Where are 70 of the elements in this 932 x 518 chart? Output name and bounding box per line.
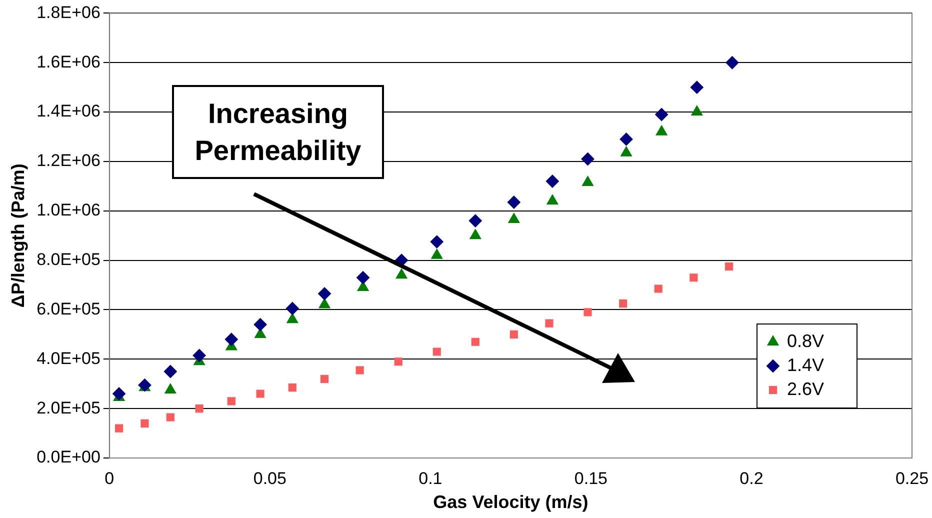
y-axis-title: ΔP/length (Pa/m) bbox=[8, 164, 28, 308]
legend-label: 0.8V bbox=[787, 330, 824, 351]
point bbox=[396, 268, 408, 279]
point bbox=[620, 146, 632, 156]
point bbox=[432, 348, 441, 356]
point bbox=[112, 387, 126, 400]
legend-label: 1.4V bbox=[787, 354, 824, 375]
y-tick-label: 1.2E+06 bbox=[36, 151, 100, 170]
legend-label: 2.6V bbox=[787, 378, 824, 399]
point bbox=[724, 262, 734, 271]
point bbox=[507, 196, 520, 209]
y-tick-label: 1.6E+06 bbox=[36, 52, 100, 72]
y-tick-label: 1.8E+06 bbox=[36, 2, 100, 22]
point bbox=[619, 300, 628, 308]
annotation: Increasing Permeability bbox=[172, 85, 384, 179]
point bbox=[546, 194, 558, 205]
point bbox=[115, 424, 124, 432]
point bbox=[690, 274, 698, 282]
point bbox=[468, 214, 482, 228]
y-tick-label: 2.0E+05 bbox=[36, 398, 100, 418]
x-axis-title: Gas Velocity (m/s) bbox=[433, 492, 588, 512]
point bbox=[286, 313, 298, 324]
point bbox=[726, 56, 739, 70]
point bbox=[430, 235, 444, 248]
y-tick-label: 1.0E+06 bbox=[36, 200, 100, 220]
point bbox=[431, 248, 443, 259]
x-tick-label: 0.1 bbox=[418, 468, 442, 488]
x-tick-label: 0.05 bbox=[253, 468, 286, 488]
point bbox=[655, 108, 668, 122]
x-tick-label: 0.2 bbox=[740, 468, 764, 488]
point bbox=[508, 213, 520, 224]
point bbox=[320, 374, 329, 383]
point bbox=[166, 413, 174, 422]
point bbox=[691, 106, 703, 116]
point bbox=[164, 384, 176, 394]
point bbox=[227, 397, 236, 406]
point bbox=[546, 174, 559, 188]
point bbox=[195, 404, 204, 413]
x-tick-label: 0.25 bbox=[895, 468, 929, 488]
point bbox=[356, 366, 364, 374]
point bbox=[584, 308, 592, 316]
x-tick-label: 0 bbox=[104, 468, 114, 488]
point bbox=[394, 358, 402, 366]
point bbox=[582, 176, 594, 186]
point bbox=[545, 319, 554, 328]
y-tick-label: 0.0E+00 bbox=[36, 448, 100, 467]
y-tick-label: 1.4E+06 bbox=[36, 102, 100, 121]
point bbox=[286, 302, 299, 315]
point bbox=[192, 348, 206, 362]
point bbox=[356, 271, 370, 284]
point bbox=[581, 152, 594, 166]
point bbox=[470, 229, 482, 240]
point bbox=[318, 287, 332, 300]
point bbox=[654, 284, 662, 293]
y-tick-label: 6.0E+05 bbox=[36, 299, 100, 318]
y-tick-label: 8.0E+05 bbox=[36, 250, 100, 269]
y-tick-label: 4.0E+05 bbox=[36, 348, 100, 368]
point bbox=[164, 365, 177, 378]
point bbox=[224, 332, 238, 346]
point bbox=[656, 125, 668, 136]
point bbox=[256, 390, 264, 398]
point bbox=[318, 298, 330, 308]
point bbox=[471, 338, 480, 346]
point bbox=[140, 419, 149, 428]
point bbox=[690, 80, 704, 94]
point bbox=[254, 318, 267, 332]
point bbox=[288, 384, 296, 392]
point bbox=[510, 330, 518, 338]
point bbox=[620, 132, 633, 146]
x-tick-label: 0.15 bbox=[574, 468, 608, 488]
